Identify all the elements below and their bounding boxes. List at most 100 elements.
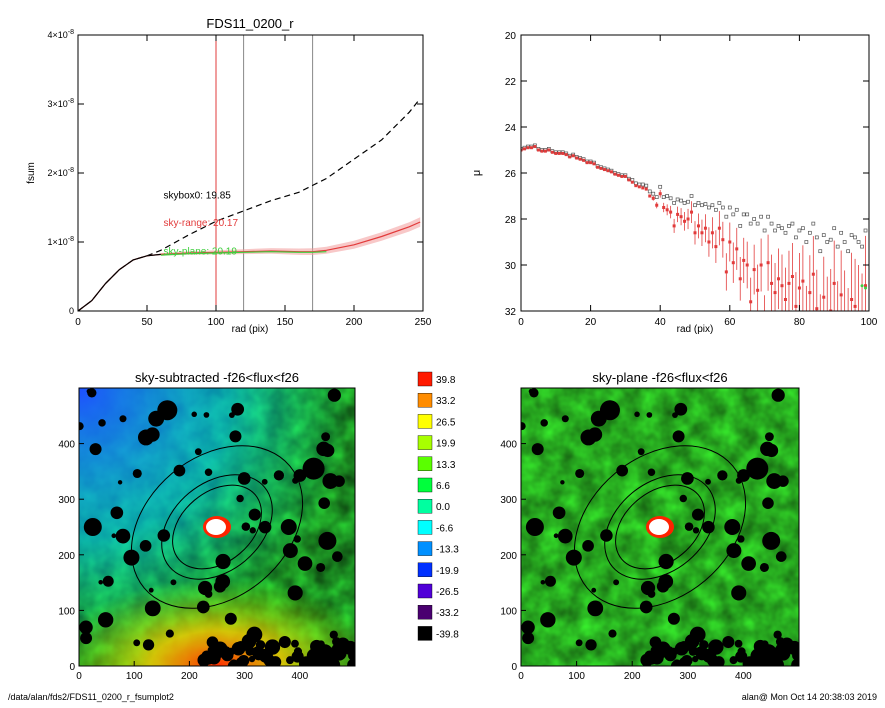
colorbar-swatch-9 (417, 562, 433, 577)
point-filled (749, 300, 753, 304)
point-filled (731, 261, 735, 265)
heatmap1-frame (78, 387, 356, 667)
masked-blob (561, 415, 569, 423)
mu-plot-frame (520, 34, 870, 312)
masked-sources (521, 388, 799, 666)
point-filled (735, 247, 739, 251)
fsum-xlabel: rad (pix) (232, 324, 269, 335)
point-filled (700, 231, 704, 235)
point-open (776, 224, 781, 228)
masked-blob (206, 636, 219, 649)
fsum-annotations: skybox0: 19.85 sky-range: 20.17 sky-plane:… (164, 191, 239, 258)
point-open (794, 235, 798, 240)
masked-blob (599, 400, 620, 421)
central-galaxy (203, 516, 231, 538)
point-filled (521, 148, 523, 152)
point-open (759, 214, 763, 219)
masked-blob (544, 575, 556, 587)
point-filled (669, 210, 673, 214)
masked-blob (647, 468, 656, 477)
point-filled (783, 298, 787, 301)
fsum-panel: FDS11_0200_r 0 50 100 150 200 250 0 1×10-8 2×10-… (26, 16, 432, 335)
masked-blob (269, 645, 278, 654)
masked-blob (521, 620, 535, 635)
masked-blob (322, 650, 336, 665)
y-tick-label: 26 (505, 169, 517, 180)
point-filled (857, 312, 860, 315)
masked-blob (318, 497, 330, 509)
mu-ylabel: μ (471, 170, 483, 176)
masked-blob (759, 562, 769, 572)
masked-blob (229, 430, 242, 443)
x-tick-label: 100 (126, 671, 143, 682)
y-tick-label: 0 (69, 662, 75, 673)
masked-blob (646, 412, 653, 418)
point-filled (630, 180, 634, 184)
masked-blob (647, 590, 656, 598)
colorbar-swatch-0 (417, 371, 433, 387)
colorbar-label-3: 19.9 (436, 439, 456, 450)
y-tick-label: 4×10-8 (47, 29, 74, 40)
x-tick-label: 100 (568, 671, 585, 682)
point-filled (644, 187, 648, 191)
point-open (755, 221, 760, 226)
point-filled (815, 307, 819, 311)
x-tick-label: 250 (415, 317, 432, 328)
masked-blob (111, 533, 117, 539)
y-tick-label: 3×10-8 (47, 98, 74, 109)
y-tick-label: 100 (500, 606, 517, 617)
masked-blob (679, 494, 687, 503)
masked-blob (560, 480, 565, 485)
point-open (832, 226, 837, 231)
masked-blob (773, 630, 782, 639)
masked-blob (616, 464, 629, 477)
colorbar-label-8: -13.3 (436, 545, 459, 556)
masked-blob (705, 478, 711, 485)
colorbar-swatch-11 (417, 605, 433, 620)
colorbar-swatch-8 (417, 541, 433, 556)
colorbar-label-4: 13.3 (436, 460, 456, 471)
point-open (762, 228, 767, 233)
point-open (672, 201, 676, 205)
masked-blob (691, 508, 705, 521)
masked-blob (565, 549, 582, 566)
point-filled (822, 295, 826, 299)
y-tick-label: 24 (505, 123, 517, 134)
point-open (741, 212, 746, 217)
x-tick-label: 100 (861, 317, 878, 328)
x-tick-label: 400 (291, 671, 308, 682)
masked-blob (765, 443, 779, 458)
masked-blob (333, 475, 345, 487)
fsum-plot-frame (77, 34, 424, 312)
point-filled (777, 277, 781, 281)
masked-blob (133, 639, 141, 647)
masked-blob (173, 464, 186, 477)
point-open (689, 194, 694, 198)
masked-blob (321, 432, 331, 442)
masked-blob (248, 508, 261, 521)
x-tick-label: 300 (679, 671, 696, 682)
heatmap2-title: sky-plane -f26<flux<f26 (592, 370, 727, 385)
colorbar-swatch-5 (417, 477, 433, 493)
point-open (835, 244, 840, 249)
masked-blob (681, 472, 694, 485)
mu-axes: 0 20 40 60 80 100 20 22 24 26 28 30 32 (505, 31, 878, 328)
point-filled (766, 261, 770, 265)
point-filled (543, 149, 547, 153)
masked-blob (722, 636, 735, 649)
masked-blob (263, 655, 275, 666)
point-open (665, 194, 670, 198)
colorbar-swatch-1 (417, 393, 433, 408)
point-open (860, 244, 864, 249)
point-open (811, 221, 816, 226)
heatmap2-image (521, 388, 799, 666)
point-open (651, 191, 656, 196)
masked-blob (692, 527, 700, 534)
colorbar-label-12: -39.8 (436, 629, 459, 640)
point-open (801, 226, 805, 231)
colorbar-label-9: -19.9 (436, 566, 459, 577)
point-open (804, 240, 809, 244)
masked-blob (245, 647, 254, 656)
masked-blob (737, 535, 745, 543)
colorbar: 39.8 33.2 26.5 19.9 13.3 6.6 0.0 -6.6 -13.3 -19.9… (417, 371, 459, 641)
